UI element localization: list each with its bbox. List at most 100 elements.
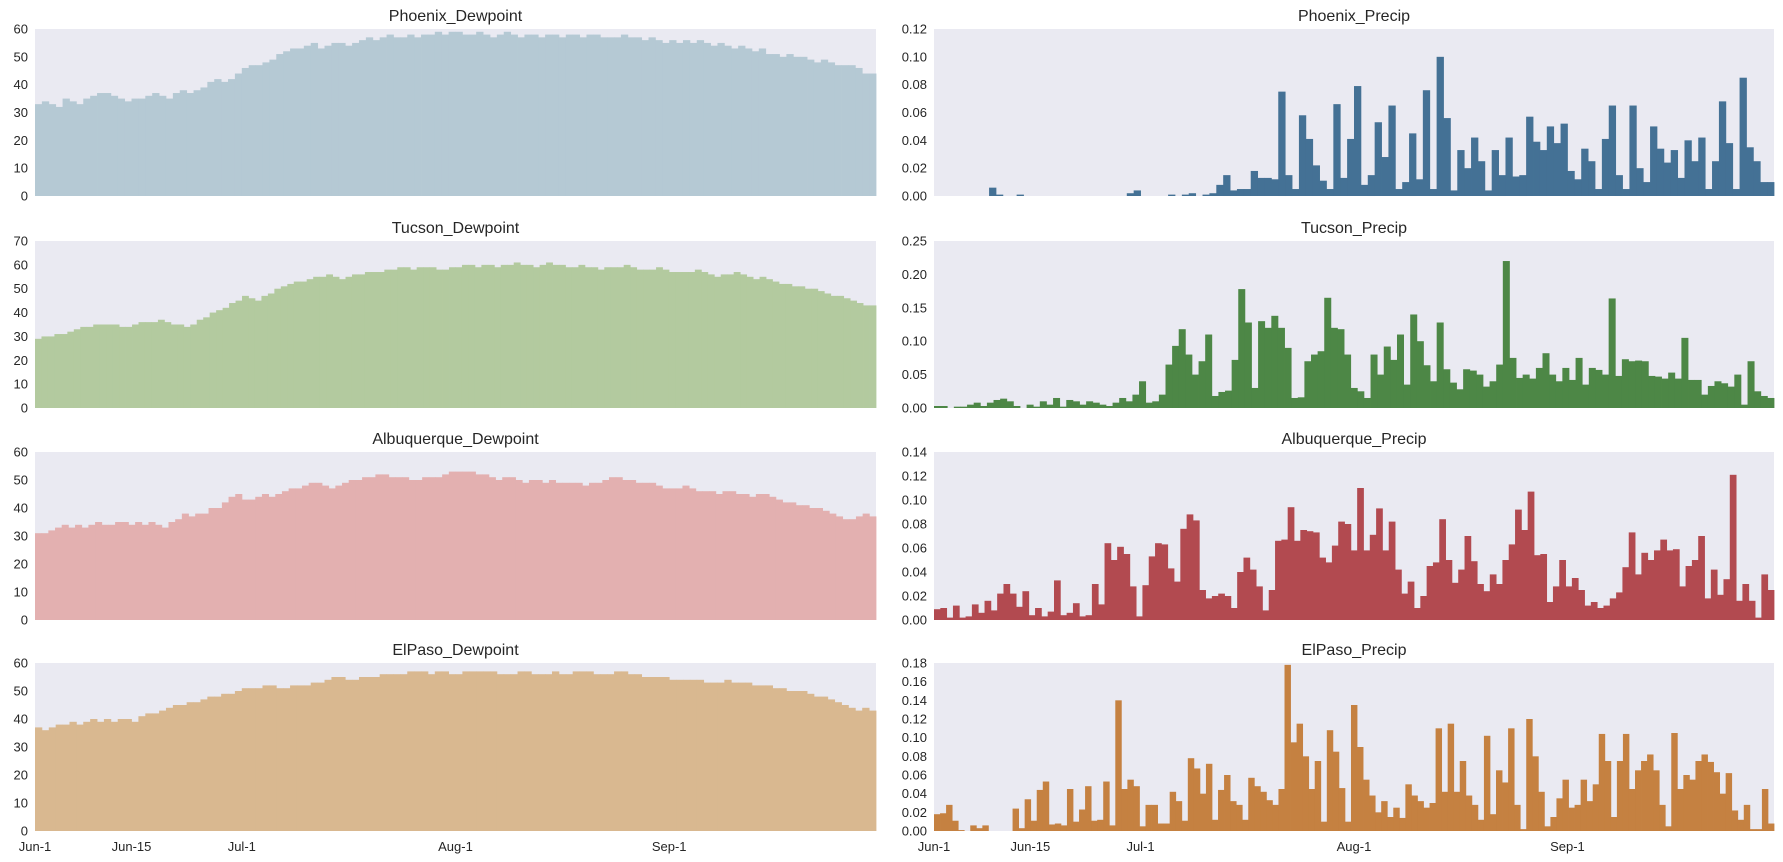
bar (1622, 189, 1630, 196)
bar (676, 42, 684, 196)
bar (1302, 756, 1310, 831)
bar (798, 286, 806, 408)
bar (1338, 521, 1345, 620)
bar (696, 679, 705, 831)
bar (234, 691, 243, 831)
bar (1306, 531, 1314, 620)
bar (1332, 751, 1340, 831)
bar (751, 51, 760, 196)
bar (973, 402, 981, 408)
bar (1127, 779, 1134, 831)
bar (117, 719, 126, 831)
bar (1244, 322, 1252, 408)
bar (765, 54, 773, 196)
chart-title: Tucson_Dewpoint (392, 220, 520, 237)
bar (1047, 611, 1055, 620)
bar (1747, 361, 1755, 408)
bar (1648, 375, 1656, 408)
bar (1304, 361, 1312, 408)
bar (1582, 384, 1590, 408)
bar (1172, 345, 1180, 408)
bar (1250, 170, 1259, 196)
bar (410, 269, 418, 408)
bar (1656, 148, 1665, 196)
bar (62, 724, 70, 831)
bar (1489, 381, 1497, 408)
y-tick-label: 0.08 (902, 749, 927, 764)
bar (352, 42, 360, 196)
bar (248, 65, 256, 197)
bar (1671, 733, 1678, 831)
bar (1324, 297, 1332, 408)
bar (1381, 801, 1388, 831)
bar (648, 677, 656, 831)
bar (1689, 779, 1696, 831)
bar (90, 95, 98, 196)
bar (1292, 189, 1300, 196)
bar (1237, 572, 1244, 620)
bar (1155, 543, 1162, 620)
bar (1588, 367, 1596, 408)
bar (1169, 791, 1177, 831)
bar (1666, 550, 1674, 620)
bar (35, 727, 43, 831)
bar (1522, 374, 1530, 408)
bar (165, 707, 174, 831)
bar (1422, 90, 1431, 196)
bar (1410, 314, 1418, 408)
bar (813, 62, 822, 197)
bar (1443, 369, 1451, 408)
bar (110, 721, 119, 831)
bar (255, 496, 263, 620)
bar (1701, 394, 1709, 408)
bar (1688, 379, 1696, 408)
bar (1376, 508, 1383, 620)
bar (980, 406, 988, 408)
bar (54, 334, 62, 408)
bar (1407, 581, 1415, 620)
y-tick-label: 0 (21, 824, 28, 839)
bar (1054, 580, 1061, 620)
bar (81, 527, 89, 620)
bar (339, 279, 346, 408)
bar (1567, 170, 1575, 196)
bar (68, 527, 76, 620)
bar (1367, 175, 1376, 197)
bar (1578, 590, 1585, 620)
bar (222, 307, 230, 408)
bar (435, 477, 443, 620)
bar (946, 617, 954, 620)
bar (995, 194, 1004, 196)
bar (193, 702, 201, 831)
bar (800, 56, 808, 196)
bar (436, 269, 443, 408)
bar (1746, 147, 1754, 196)
bar (934, 406, 942, 408)
bar (1186, 514, 1194, 620)
bar (1314, 761, 1322, 831)
bar (296, 685, 305, 831)
bar (1704, 598, 1712, 620)
bar (489, 37, 498, 196)
bar (1562, 367, 1570, 408)
y-tick-label: 10 (14, 585, 28, 600)
bar (138, 716, 146, 831)
bar (138, 98, 146, 196)
bar (41, 336, 49, 408)
bar (221, 81, 229, 196)
bar (593, 674, 601, 831)
bar (1191, 374, 1199, 408)
bar (1737, 819, 1745, 831)
bar (1723, 579, 1731, 620)
bar (132, 324, 139, 408)
bar (848, 65, 856, 197)
bar (1218, 789, 1225, 831)
bar (144, 322, 152, 408)
bar (1483, 591, 1491, 620)
bar (622, 480, 630, 620)
bar (694, 269, 702, 408)
bar (746, 276, 754, 408)
bar (571, 267, 579, 408)
bar (242, 295, 249, 408)
bar (138, 322, 146, 408)
